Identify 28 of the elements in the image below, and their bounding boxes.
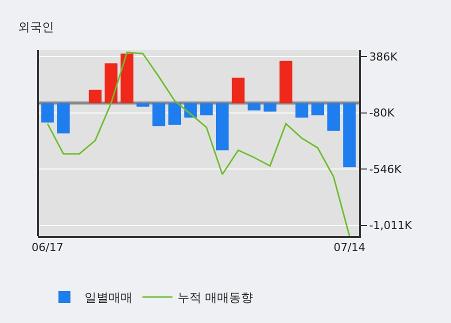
bar <box>280 60 292 104</box>
bar <box>311 103 324 116</box>
y-tick-label: -80K <box>369 106 396 120</box>
legend-label: 일별매매 <box>84 290 132 305</box>
bar <box>88 90 102 104</box>
chart-title: 외국인 <box>18 20 54 34</box>
bar <box>216 103 229 150</box>
bar <box>295 103 308 118</box>
bar <box>232 78 245 104</box>
y-tick-label: -1,011K <box>369 219 413 232</box>
x-tick-label: 06/17 <box>32 241 64 254</box>
bar <box>104 63 118 104</box>
bar <box>41 103 54 122</box>
line-series <box>46 52 350 236</box>
bar <box>264 103 276 112</box>
bar <box>152 103 166 126</box>
x-tick-label: 07/14 <box>334 241 366 254</box>
bar <box>168 103 182 125</box>
bar <box>248 103 260 110</box>
bar <box>343 103 356 168</box>
y-tick-label: 386K <box>369 50 398 64</box>
bar <box>136 103 150 107</box>
y-tick-label: -546K <box>369 162 402 176</box>
bar <box>327 103 340 131</box>
bar <box>57 103 70 134</box>
legend-label: 누적 매매동향 <box>177 290 254 305</box>
bar <box>120 54 134 104</box>
bar <box>200 103 213 116</box>
